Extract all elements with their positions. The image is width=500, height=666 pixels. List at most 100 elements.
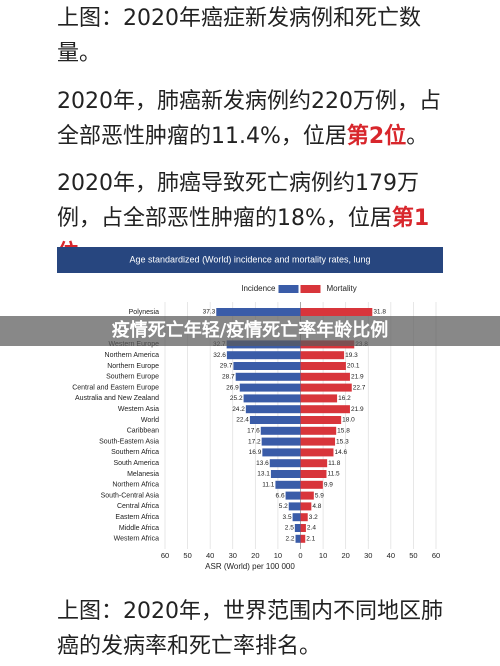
legend-label: Mortality bbox=[327, 284, 357, 293]
value-label: 29.7 bbox=[220, 363, 233, 370]
bar bbox=[300, 308, 373, 316]
value-label: 2.4 bbox=[307, 525, 316, 532]
x-tick-label: 30 bbox=[364, 551, 372, 560]
bar bbox=[300, 394, 338, 403]
bar bbox=[300, 448, 334, 457]
value-label: 22.7 bbox=[353, 384, 366, 391]
bar bbox=[300, 459, 328, 468]
category-label: Eastern Africa bbox=[115, 514, 159, 521]
value-label: 3.5 bbox=[283, 514, 292, 521]
category-label: Western Africa bbox=[114, 536, 159, 543]
bar bbox=[245, 405, 301, 414]
value-label: 13.1 bbox=[257, 471, 270, 478]
x-axis-label: ASR (World) per 100 000 bbox=[205, 562, 295, 571]
category-label: Caribbean bbox=[127, 428, 159, 435]
bar bbox=[300, 470, 327, 478]
bar bbox=[295, 534, 301, 543]
bar bbox=[300, 524, 306, 532]
value-label: 16.2 bbox=[338, 395, 351, 402]
bar bbox=[300, 502, 312, 511]
legend-swatch bbox=[300, 285, 321, 293]
paragraph: 2020年，肺癌新发病例约220万例，占全部恶性肿瘤的11.4%，位居第2位。 bbox=[57, 84, 449, 154]
bar bbox=[300, 351, 345, 360]
bar bbox=[300, 383, 352, 392]
x-tick-label: 60 bbox=[432, 551, 440, 560]
category-label: Central and Eastern Europe bbox=[72, 384, 159, 391]
category-label: Central Africa bbox=[117, 503, 159, 510]
value-label: 14.6 bbox=[334, 449, 347, 456]
value-label: 20.1 bbox=[347, 363, 360, 370]
bar bbox=[269, 459, 301, 468]
category-label: Middle Africa bbox=[119, 525, 159, 532]
value-label: 32.6 bbox=[213, 352, 226, 359]
text: 。 bbox=[406, 124, 429, 149]
x-tick-label: 40 bbox=[206, 551, 214, 560]
value-label: 22.4 bbox=[236, 417, 249, 424]
text: 上图：2020年癌症新发病例和死亡数量。 bbox=[57, 6, 421, 66]
bar bbox=[300, 426, 337, 435]
bar bbox=[300, 491, 314, 500]
category-label: South-Central Asia bbox=[101, 492, 159, 499]
value-label: 28.7 bbox=[222, 374, 235, 381]
bar bbox=[285, 491, 301, 500]
value-label: 3.2 bbox=[309, 514, 318, 521]
text: 2020年，肺癌新发病例约220万例，占全部恶性肿瘤的11.4%，位居 bbox=[57, 89, 441, 149]
value-label: 21.9 bbox=[351, 374, 364, 381]
value-label: 9.9 bbox=[324, 482, 333, 489]
bar bbox=[294, 524, 301, 532]
x-tick-label: 40 bbox=[387, 551, 395, 560]
bar bbox=[275, 480, 301, 489]
category-label: Northern Africa bbox=[112, 482, 159, 489]
legend-label: Incidence bbox=[241, 284, 276, 293]
value-label: 24.2 bbox=[232, 406, 245, 413]
bar bbox=[249, 416, 301, 424]
value-label: 16.9 bbox=[249, 449, 262, 456]
category-label: South America bbox=[113, 460, 159, 467]
value-label: 31.8 bbox=[373, 309, 386, 316]
value-label: 2.5 bbox=[285, 525, 294, 532]
legend-swatch bbox=[278, 285, 299, 293]
value-label: 37.3 bbox=[203, 309, 216, 316]
bar bbox=[226, 351, 301, 360]
bar bbox=[233, 362, 301, 370]
value-label: 5.2 bbox=[279, 503, 288, 510]
bar bbox=[300, 480, 323, 489]
value-label: 18.0 bbox=[342, 417, 355, 424]
value-label: 17.2 bbox=[248, 438, 261, 445]
category-label: Western Asia bbox=[118, 406, 159, 413]
bar bbox=[239, 383, 301, 392]
value-label: 2.1 bbox=[306, 536, 315, 543]
value-label: 19.3 bbox=[345, 352, 358, 359]
value-label: 5.9 bbox=[315, 492, 324, 499]
category-label: Southern Europe bbox=[106, 374, 159, 381]
x-tick-label: 0 bbox=[298, 551, 302, 560]
value-label: 6.6 bbox=[276, 492, 285, 499]
bar bbox=[300, 534, 306, 543]
value-label: 26.9 bbox=[226, 384, 239, 391]
text: 上图：2020年，世界范围内不同地区肺癌的发病率和死亡率排名。 bbox=[57, 599, 443, 659]
bar bbox=[300, 362, 346, 370]
value-label: 11.8 bbox=[328, 460, 341, 467]
value-label: 4.8 bbox=[312, 503, 321, 510]
bar bbox=[216, 308, 301, 316]
value-label: 15.8 bbox=[337, 428, 350, 435]
category-label: Australia and New Zealand bbox=[75, 395, 159, 402]
highlight: 第2位 bbox=[346, 124, 407, 149]
bar bbox=[300, 416, 342, 424]
value-label: 13.6 bbox=[256, 460, 269, 467]
paragraph: 上图：2020年，世界范围内不同地区肺癌的发病率和死亡率排名。 bbox=[57, 594, 449, 664]
x-tick-label: 50 bbox=[409, 551, 417, 560]
bar bbox=[300, 405, 350, 414]
x-tick-label: 20 bbox=[251, 551, 259, 560]
x-tick-label: 50 bbox=[183, 551, 191, 560]
value-label: 21.9 bbox=[351, 406, 364, 413]
chart: Age standardized (World) incidence and m… bbox=[57, 247, 443, 571]
bar bbox=[292, 513, 301, 522]
bar bbox=[261, 437, 301, 446]
bar bbox=[270, 470, 301, 478]
text: 2020年，肺癌导致死亡病例约179万例，占全部恶性肿瘤的18%，位居 bbox=[57, 171, 419, 231]
chart-title: Age standardized (World) incidence and m… bbox=[130, 254, 371, 264]
x-tick-label: 30 bbox=[229, 551, 237, 560]
bar bbox=[235, 372, 301, 381]
